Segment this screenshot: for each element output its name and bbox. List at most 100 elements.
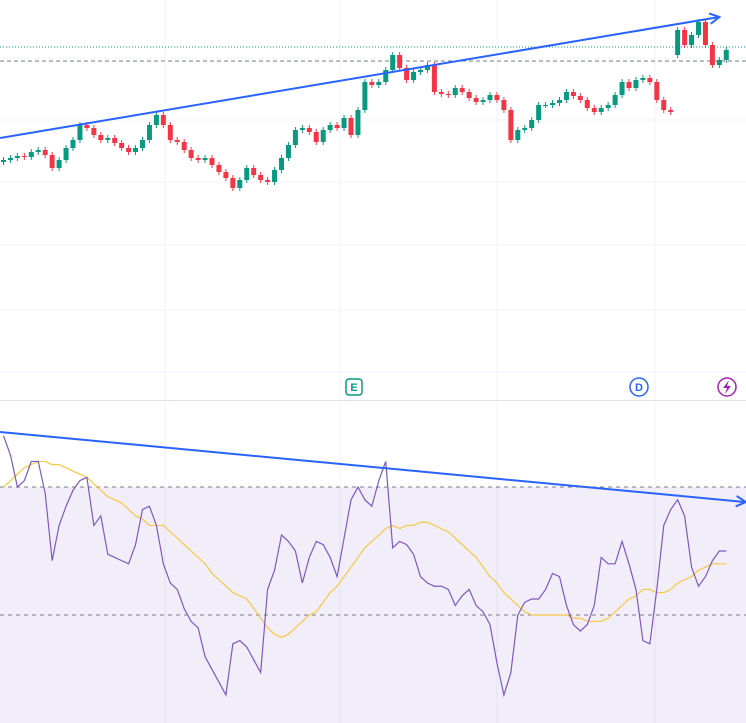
candle-body (376, 82, 382, 85)
rsi-line (3, 460, 727, 639)
candle-body (640, 78, 646, 80)
candle-body (626, 82, 632, 88)
candle-body (223, 172, 229, 178)
event-markers: E D (345, 377, 737, 397)
candle-body (557, 100, 562, 103)
candle-body (675, 30, 681, 55)
candle-body (584, 100, 590, 108)
candle-body (431, 65, 437, 92)
candle-body (119, 143, 125, 148)
candle-body (84, 125, 90, 128)
candle-body (292, 130, 298, 145)
candle-body (181, 142, 187, 150)
candle-body (543, 105, 549, 106)
candle-body (438, 92, 444, 94)
candle-body (49, 155, 55, 168)
candle-body (702, 22, 708, 45)
candle-body (501, 100, 507, 110)
candle-body (320, 130, 326, 142)
candle-body (167, 125, 173, 140)
candle-body (404, 68, 410, 80)
candle-body (313, 132, 319, 142)
candle-body (265, 180, 271, 182)
dividend-label[interactable]: D (635, 382, 643, 394)
candle-body (133, 148, 139, 152)
candle-body (369, 82, 375, 85)
dividend-icon[interactable] (629, 377, 649, 397)
candle-body (612, 95, 618, 105)
candle-body (668, 110, 674, 112)
candle-body (577, 96, 583, 100)
candle-body (285, 145, 291, 158)
candle-body (272, 170, 278, 182)
candle-body (63, 148, 69, 160)
candle-body (42, 150, 48, 155)
candle-body (77, 125, 83, 140)
candle-body (174, 140, 180, 142)
candle-body (696, 22, 701, 35)
earnings-icon[interactable] (345, 378, 363, 396)
candle-body (237, 180, 243, 188)
candle-body (1, 160, 6, 162)
candle-body (112, 138, 118, 143)
candle-body (140, 140, 145, 148)
candle-body (341, 118, 347, 128)
candle-body (299, 128, 305, 130)
candle-body (473, 98, 479, 102)
candle-body (508, 110, 514, 140)
candle-body (723, 50, 729, 60)
candle-body (355, 110, 361, 135)
candle-body (216, 165, 222, 172)
candle-body (619, 82, 625, 95)
candle-body (279, 158, 284, 170)
candle-body (209, 158, 215, 165)
candle-body (424, 65, 430, 70)
candle-body (56, 160, 62, 168)
candle-body (160, 115, 166, 125)
candle-body (70, 140, 76, 148)
rsi-band (0, 487, 746, 723)
lightning-icon (723, 380, 731, 394)
candle-body (153, 115, 159, 125)
candle-body (418, 70, 423, 72)
candle-body (188, 150, 194, 158)
candle-body (605, 105, 611, 108)
trendline (0, 16, 720, 139)
trendline (0, 431, 746, 504)
candle-body (397, 55, 403, 68)
candle-body (230, 178, 236, 188)
candle-body (682, 30, 688, 45)
candle-body (362, 82, 368, 110)
candle-body (716, 60, 722, 65)
candle-body (327, 125, 333, 130)
candle-body (591, 108, 597, 112)
candle-body (487, 95, 493, 100)
candle-body (563, 92, 569, 100)
earnings-label[interactable]: E (350, 382, 357, 394)
candle-body (35, 150, 41, 152)
candle-body (334, 125, 340, 128)
candle-body (126, 148, 132, 152)
candle-body (383, 70, 389, 82)
candle-body (570, 92, 576, 96)
candle-body (7, 158, 13, 160)
candle-body (633, 80, 639, 88)
rsi-line (2, 435, 727, 698)
candle-body (98, 135, 104, 140)
candle-body (689, 35, 695, 45)
candle-body (244, 168, 250, 180)
candle-body (28, 152, 34, 157)
candle-body (91, 128, 97, 135)
candle-body (661, 100, 667, 110)
candle-body (195, 158, 201, 160)
candle-body (522, 128, 528, 130)
candle-body (202, 158, 208, 160)
candle-body (654, 82, 660, 100)
candle-body (14, 156, 20, 158)
candle-body (411, 72, 417, 80)
candle-body (306, 128, 312, 132)
candle-body (105, 138, 111, 140)
candle-body (550, 103, 556, 105)
candle-body (258, 175, 264, 180)
